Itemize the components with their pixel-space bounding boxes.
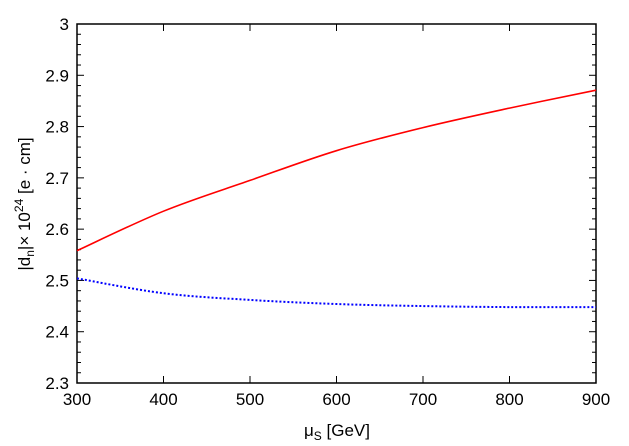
plot-frame xyxy=(76,23,597,384)
y-tick-label: 2.8 xyxy=(45,118,69,137)
x-tick-label: 500 xyxy=(236,390,264,409)
series-line-1 xyxy=(76,277,597,309)
x-axis-label: μS [GeV] xyxy=(304,421,370,441)
series-line-0 xyxy=(76,89,597,252)
x-tick-label: 700 xyxy=(409,390,437,409)
y-tick-label: 2.4 xyxy=(45,323,69,342)
y-tick-label: 2.5 xyxy=(45,271,69,290)
y-tick-label: 2.6 xyxy=(45,220,69,239)
y-tick-label: 2.3 xyxy=(45,374,69,393)
y-tick-label: 2.9 xyxy=(45,66,69,85)
x-tick-label: 900 xyxy=(582,390,610,409)
y-axis-label: |dn|× 1024 [e · cm] xyxy=(12,137,37,270)
x-tick-label: 300 xyxy=(63,390,91,409)
y-tick-label: 3 xyxy=(60,15,69,34)
x-tick-label: 800 xyxy=(495,390,523,409)
x-tick-label: 600 xyxy=(322,390,350,409)
x-tick-label: 400 xyxy=(149,390,177,409)
y-tick-label: 2.7 xyxy=(45,169,69,188)
